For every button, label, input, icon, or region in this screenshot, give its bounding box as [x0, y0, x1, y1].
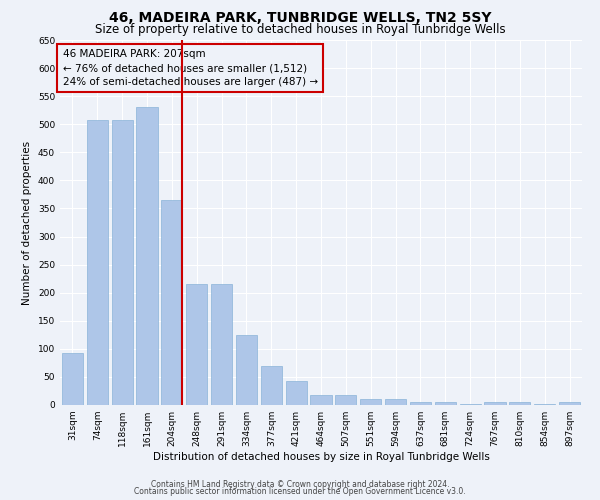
Bar	[236, 335, 257, 405]
Bar	[534, 404, 555, 405]
Bar	[186, 284, 207, 405]
Bar	[360, 400, 381, 405]
X-axis label: Distribution of detached houses by size in Royal Tunbridge Wells: Distribution of detached houses by size …	[152, 452, 490, 462]
Text: Contains public sector information licensed under the Open Government Licence v3: Contains public sector information licen…	[134, 487, 466, 496]
Bar	[559, 402, 580, 405]
Text: 46, MADEIRA PARK, TUNBRIDGE WELLS, TN2 5SY: 46, MADEIRA PARK, TUNBRIDGE WELLS, TN2 5…	[109, 11, 491, 25]
Text: Size of property relative to detached houses in Royal Tunbridge Wells: Size of property relative to detached ho…	[95, 22, 505, 36]
Bar	[261, 366, 282, 405]
Bar	[62, 353, 83, 405]
Bar	[136, 108, 158, 405]
Bar	[484, 402, 506, 405]
Y-axis label: Number of detached properties: Number of detached properties	[22, 140, 32, 304]
Bar	[161, 200, 182, 405]
Bar	[310, 396, 332, 405]
Bar	[460, 404, 481, 405]
Bar	[385, 400, 406, 405]
Bar	[335, 396, 356, 405]
Bar	[410, 402, 431, 405]
Text: Contains HM Land Registry data © Crown copyright and database right 2024.: Contains HM Land Registry data © Crown c…	[151, 480, 449, 489]
Bar	[112, 120, 133, 405]
Bar	[211, 284, 232, 405]
Bar	[509, 402, 530, 405]
Text: 46 MADEIRA PARK: 207sqm
← 76% of detached houses are smaller (1,512)
24% of semi: 46 MADEIRA PARK: 207sqm ← 76% of detache…	[62, 49, 318, 87]
Bar	[435, 402, 456, 405]
Bar	[286, 382, 307, 405]
Bar	[87, 120, 108, 405]
